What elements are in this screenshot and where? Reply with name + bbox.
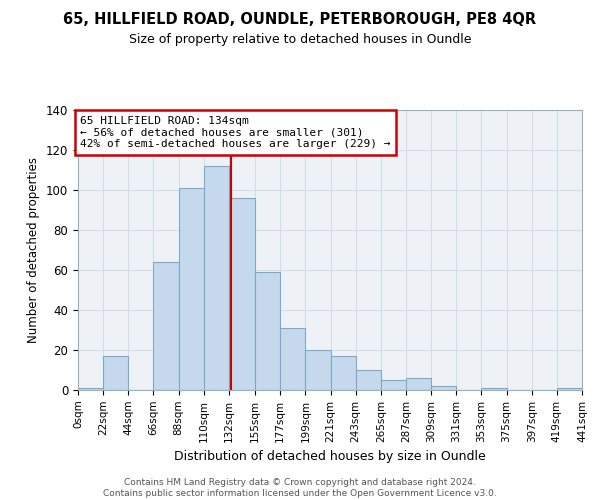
- Bar: [431, 386, 456, 390]
- Bar: [481, 388, 506, 390]
- Bar: [255, 272, 280, 390]
- Bar: [103, 356, 128, 390]
- Text: Contains HM Land Registry data © Crown copyright and database right 2024.
Contai: Contains HM Land Registry data © Crown c…: [103, 478, 497, 498]
- Text: 65, HILLFIELD ROAD, OUNDLE, PETERBOROUGH, PE8 4QR: 65, HILLFIELD ROAD, OUNDLE, PETERBOROUGH…: [64, 12, 536, 28]
- Bar: [381, 380, 406, 390]
- Bar: [179, 188, 204, 390]
- Bar: [557, 388, 582, 390]
- Bar: [229, 198, 255, 390]
- X-axis label: Distribution of detached houses by size in Oundle: Distribution of detached houses by size …: [174, 450, 486, 463]
- Text: 65 HILLFIELD ROAD: 134sqm
← 56% of detached houses are smaller (301)
42% of semi: 65 HILLFIELD ROAD: 134sqm ← 56% of detac…: [80, 116, 391, 149]
- Bar: [356, 370, 381, 390]
- Text: Size of property relative to detached houses in Oundle: Size of property relative to detached ho…: [129, 32, 471, 46]
- Bar: [331, 356, 356, 390]
- Bar: [204, 166, 229, 390]
- Bar: [154, 262, 179, 390]
- Bar: [280, 328, 305, 390]
- Bar: [406, 378, 431, 390]
- Bar: [78, 388, 103, 390]
- Y-axis label: Number of detached properties: Number of detached properties: [28, 157, 40, 343]
- Bar: [305, 350, 331, 390]
